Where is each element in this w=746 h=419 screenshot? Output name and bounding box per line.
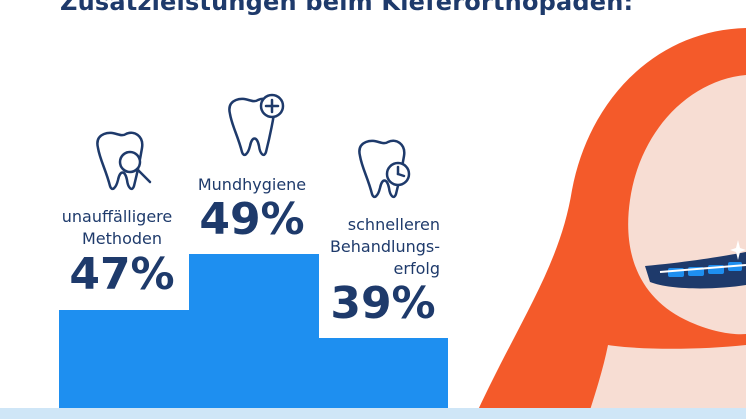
value-label-3: 39% xyxy=(330,278,435,329)
category-label-1-line-2: Methoden xyxy=(82,229,162,248)
tooth-clock-icon xyxy=(358,139,411,199)
category-label-1-line-1: unauffälligere xyxy=(62,207,172,226)
category-label-3-line-3: erfolg xyxy=(394,259,440,278)
neck xyxy=(590,345,746,410)
tooth-magnifier-icon xyxy=(96,131,152,191)
bar-1 xyxy=(59,310,189,408)
bars xyxy=(59,254,448,408)
bar-3 xyxy=(318,338,448,408)
category-label-3-line-2: Behandlungs- xyxy=(330,237,440,256)
tooth-plus-icon xyxy=(228,93,285,157)
value-label-2: 49% xyxy=(199,194,304,245)
category-label-3-line-1: schnelleren xyxy=(348,215,440,234)
value-label-1: 47% xyxy=(69,249,174,300)
braces-icon xyxy=(659,262,746,277)
bottom-strip xyxy=(0,408,746,419)
category-label-2-line-1: Mundhygiene xyxy=(198,175,306,194)
chart-title: Zusatzleistungen beim Kieferorthopäden: xyxy=(60,0,634,16)
sparkle-icon xyxy=(730,240,746,260)
bar-2 xyxy=(189,254,319,408)
girl-with-braces-illustration xyxy=(478,28,746,410)
